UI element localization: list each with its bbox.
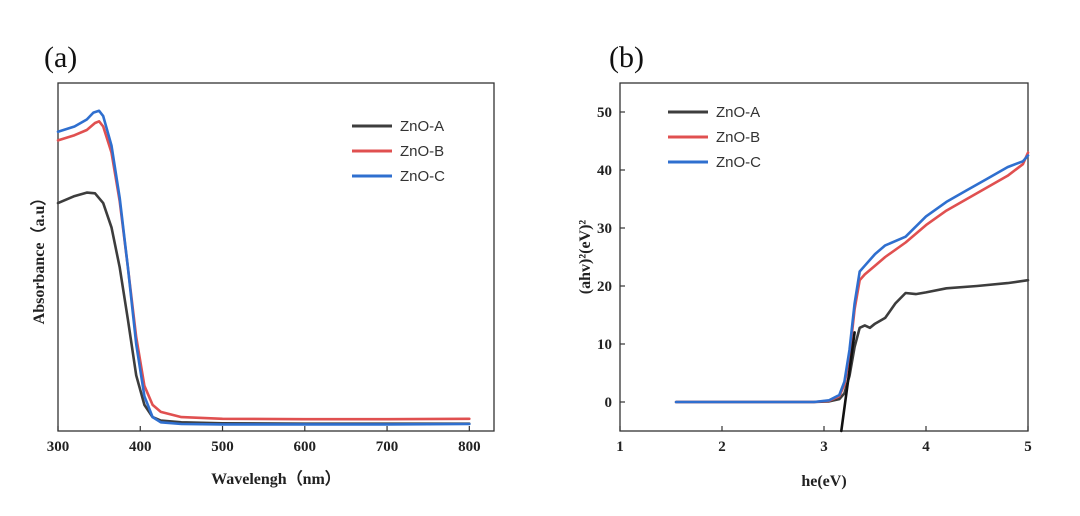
x-tick-label: 3 <box>820 439 828 455</box>
x-tick-label: 400 <box>129 439 152 455</box>
x-tick-label: 2 <box>718 439 726 455</box>
y-tick-label: 10 <box>597 337 612 353</box>
panel-a-frame <box>57 82 495 432</box>
panel-a-label: (a) <box>44 41 77 74</box>
panel-a-y-axis-title: Absorbance（a.u） <box>30 190 48 325</box>
panel-b-series <box>674 151 1030 433</box>
y-tick-label: 30 <box>597 221 612 237</box>
panel-a: (a) 300 400 500 600 700 800 ZnO-A ZnO-B ZnO-C W… <box>30 41 495 488</box>
x-tick-label: 500 <box>211 439 234 455</box>
series-line-zno-c <box>674 154 1030 404</box>
legend-label: ZnO-B <box>716 129 760 146</box>
panel-b-x-axis-title: he(eV) <box>801 473 846 490</box>
panel-a-series <box>56 109 471 426</box>
x-tick-label: 5 <box>1024 439 1032 455</box>
x-tick-label: 600 <box>294 439 317 455</box>
x-tick-label: 700 <box>376 439 399 455</box>
y-tick-label: 20 <box>597 279 612 295</box>
x-tick-label: 800 <box>458 439 481 455</box>
panel-b-frame <box>619 82 1029 432</box>
fit-line <box>840 331 856 433</box>
panel-b-label: (b) <box>609 41 644 74</box>
series-line-zno-c <box>56 109 471 426</box>
legend-label: ZnO-A <box>400 118 444 135</box>
panel-a-x-axis-title: Wavelengh（nm） <box>211 470 341 488</box>
panel-b-legend: ZnO-A ZnO-B ZnO-C <box>668 104 761 171</box>
y-tick-label: 40 <box>597 163 612 179</box>
y-tick-label: 0 <box>605 395 613 411</box>
panel-a-x-ticks: 300 400 500 600 700 800 <box>47 426 481 455</box>
x-tick-label: 4 <box>922 439 930 455</box>
panel-a-legend: ZnO-A ZnO-B ZnO-C <box>352 118 445 185</box>
series-line-zno-a <box>56 191 471 425</box>
x-tick-label: 300 <box>47 439 70 455</box>
legend-label: ZnO-C <box>716 154 761 171</box>
panel-b-y-axis-title: (ahv)²(eV)² <box>577 220 594 295</box>
legend-label: ZnO-A <box>716 104 760 121</box>
legend-label: ZnO-C <box>400 168 445 185</box>
legend-label: ZnO-B <box>400 143 444 160</box>
x-tick-label: 1 <box>616 439 624 455</box>
y-tick-label: 50 <box>597 105 612 121</box>
